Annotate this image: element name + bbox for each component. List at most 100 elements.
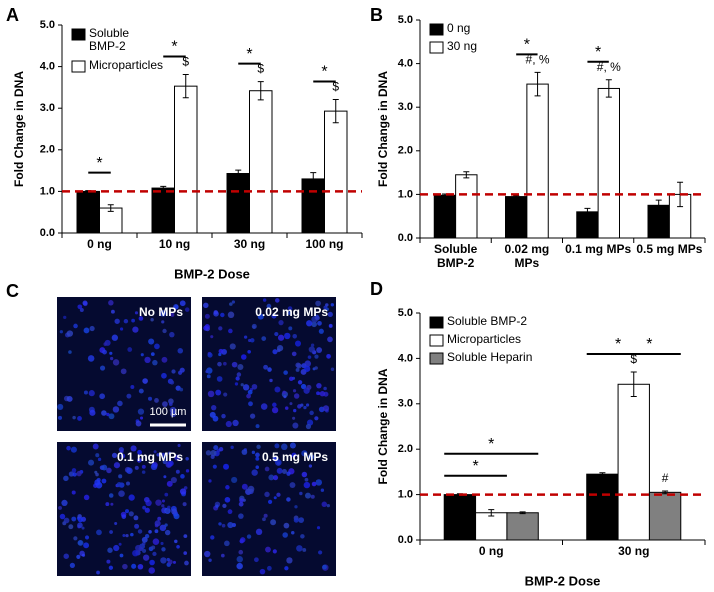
nucleus [157, 516, 162, 521]
nucleus [315, 300, 321, 307]
nucleus [274, 298, 280, 303]
y-tick-label: 1.0 [40, 185, 55, 197]
nucleus [111, 334, 119, 341]
nucleus [282, 532, 288, 538]
micrograph-label: 0.02 mg MPs [255, 305, 328, 319]
nucleus [150, 463, 158, 471]
significance-label: * [246, 46, 252, 63]
nucleus [141, 464, 146, 469]
bar [526, 83, 549, 239]
nucleus [301, 471, 308, 478]
nucleus [262, 517, 266, 522]
nucleus [161, 547, 166, 552]
nucleus [236, 372, 242, 377]
y-tick-label: 1.0 [398, 188, 413, 200]
nucleus [118, 474, 123, 479]
nucleus [224, 540, 230, 547]
bar [617, 383, 650, 541]
error-bar [463, 171, 470, 179]
nucleus [316, 347, 323, 353]
y-tick-label: 0.0 [398, 232, 413, 244]
error-bar [488, 509, 495, 517]
nucleus [77, 522, 83, 529]
nucleus [83, 327, 90, 334]
error-bar [160, 185, 167, 191]
nucleus [227, 509, 233, 515]
nucleus [164, 492, 169, 497]
nucleus [140, 353, 144, 357]
nucleus [289, 442, 296, 449]
nucleus [299, 491, 303, 496]
y-tick-label: 2.0 [40, 144, 55, 156]
nucleus [317, 320, 322, 326]
nucleus [294, 340, 302, 347]
nucleus [207, 352, 213, 358]
nucleus [161, 372, 167, 379]
nucleus [327, 311, 333, 318]
nucleus [248, 338, 252, 342]
nucleus [169, 406, 177, 414]
x-tick-label: 30 ng [233, 237, 266, 251]
nucleus [103, 342, 108, 346]
nucleus [77, 416, 82, 421]
nucleus [304, 365, 311, 372]
nucleus [108, 413, 115, 420]
nucleus [106, 559, 111, 564]
nucleus [154, 520, 161, 527]
nucleus [251, 469, 258, 476]
nucleus [168, 398, 174, 405]
legend-label-box: 0 ng [447, 22, 470, 35]
nucleus [162, 328, 167, 334]
nucleus [164, 529, 171, 536]
nucleus [272, 349, 278, 355]
value-label: $ [257, 62, 264, 76]
nucleus [300, 383, 307, 390]
error-bar [534, 71, 541, 97]
nucleus [105, 502, 110, 506]
nucleus [300, 403, 304, 407]
x-tick-label-box: 100 ng [305, 237, 344, 251]
y-tick-label: 5.0 [40, 19, 55, 31]
legend-swatch [429, 334, 444, 347]
nucleus [316, 526, 321, 530]
error-bar [599, 472, 606, 477]
nucleus [294, 505, 298, 509]
nucleus [72, 472, 77, 477]
x-tick-label-box: 0.02 mg MPs [505, 242, 550, 270]
nucleus [118, 490, 125, 497]
nucleus [121, 514, 127, 519]
legend-swatch [71, 60, 86, 73]
nucleus [153, 450, 157, 454]
nucleus [243, 335, 248, 339]
nucleus [149, 559, 155, 566]
nucleus [237, 363, 244, 370]
nucleus [293, 408, 297, 413]
legend-swatch [71, 28, 86, 41]
nucleus [213, 445, 219, 451]
nucleus [130, 384, 135, 389]
x-tick-label-box: 0 ng [87, 237, 112, 251]
nucleus [247, 389, 253, 395]
nucleus [183, 534, 188, 538]
nucleus [210, 454, 215, 459]
nucleus [161, 499, 165, 503]
y-axis-title: Fold Change in DNA [12, 71, 26, 187]
nucleus [314, 354, 319, 359]
nucleus [108, 565, 114, 570]
nucleus [131, 318, 135, 323]
legend-label: Soluble BMP-2 [447, 315, 528, 328]
nucleus [289, 482, 296, 489]
nucleus [83, 494, 90, 501]
x-tick-label: 100 ng [305, 237, 344, 251]
micrograph-label: No MPs [139, 305, 183, 319]
significance-label: * [615, 336, 621, 353]
significance-label: * [524, 37, 530, 54]
nucleus [317, 391, 321, 395]
nucleus [63, 315, 67, 320]
nucleus [174, 539, 178, 544]
nucleus [144, 356, 151, 364]
bar [455, 174, 478, 239]
nucleus [323, 386, 327, 391]
nucleus [267, 367, 272, 372]
nucleus [246, 393, 251, 399]
